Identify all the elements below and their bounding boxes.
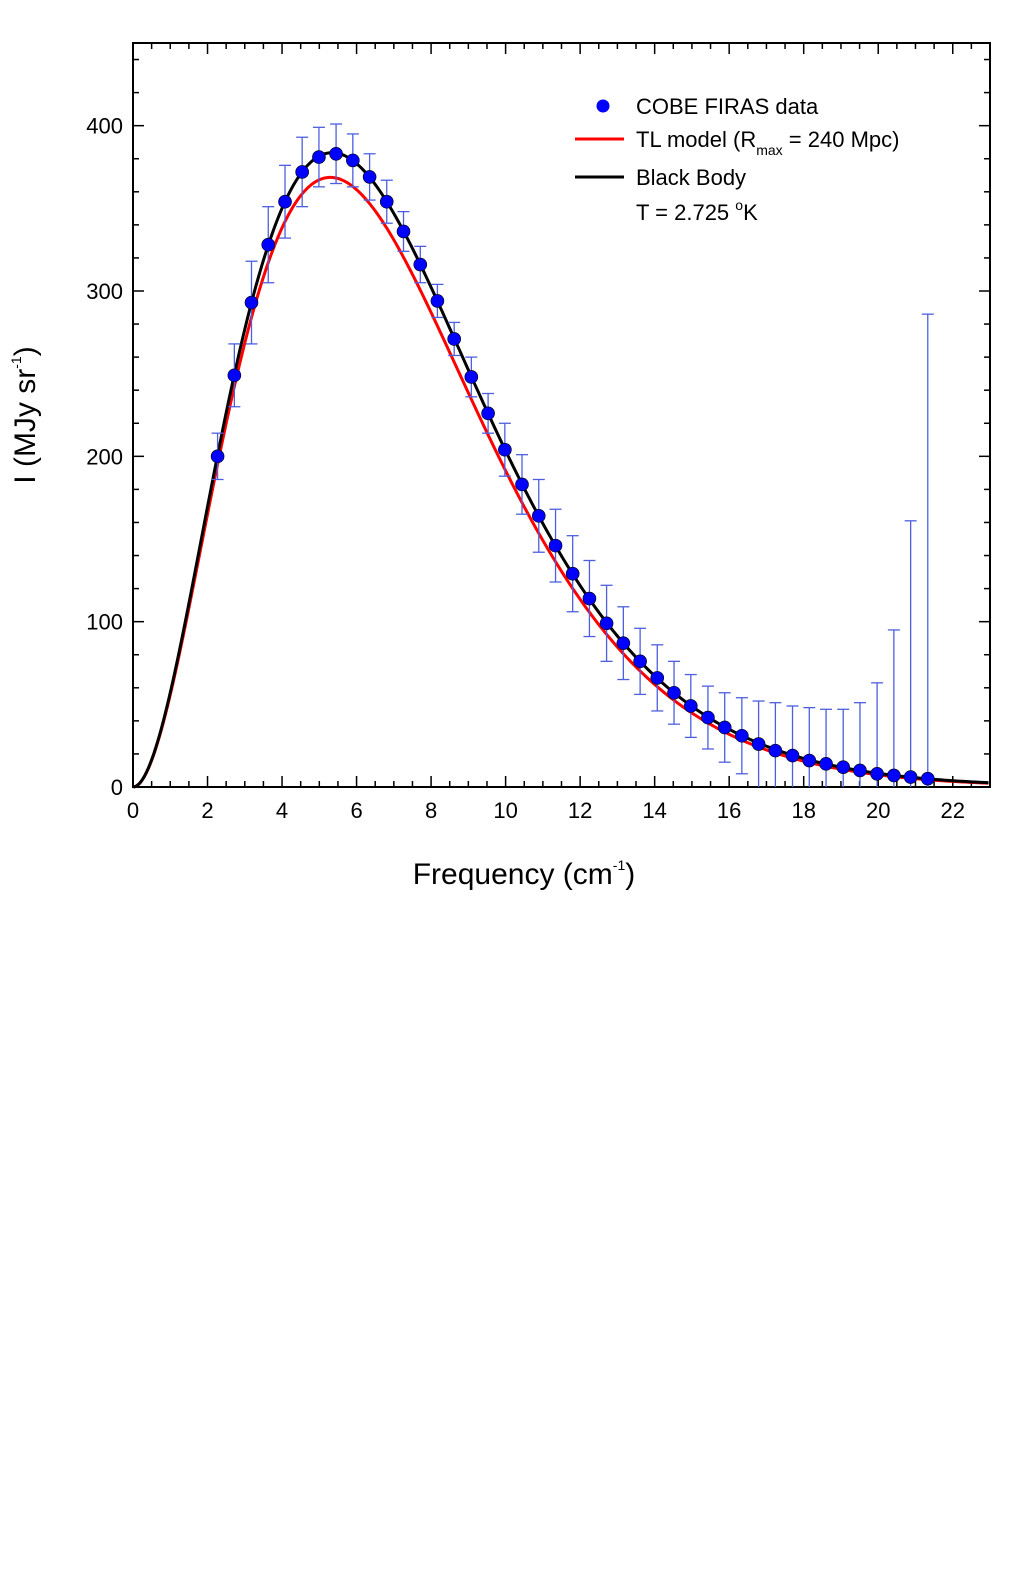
data-point [312,150,326,164]
legend-temperature-label: T = 2.725 oK [636,197,758,225]
data-point [210,449,225,464]
y-axis-title: I (MJy sr-1) [8,346,42,483]
data-point [870,766,884,781]
data-point [582,591,597,606]
data-point [379,194,394,209]
data-point [278,194,292,209]
data-points [210,146,935,786]
data-point [430,294,445,308]
black-body-curve [133,151,989,789]
x-tick-label: 8 [425,798,437,823]
data-point [413,257,428,272]
data-point [244,295,259,310]
legend-bb-label: Black Body [636,165,746,190]
y-tick-label: 400 [86,114,123,139]
error-bars [211,123,934,787]
data-point [531,509,546,523]
data-point [565,566,580,581]
data-point [701,710,715,725]
data-point [802,753,817,768]
y-tick-label: 100 [86,610,123,635]
data-point [650,671,665,685]
data-point [836,760,850,774]
data-point [464,370,479,384]
data-point [633,654,647,669]
legend: COBE FIRAS data TL model (Rmax = 240 Mpc… [575,94,899,225]
data-point [329,146,343,161]
data-point [599,616,614,631]
x-tick-label: 4 [276,798,288,823]
x-axis-title: Frequency (cm-1) [413,857,636,891]
data-point [616,636,631,650]
x-tick-label: 0 [127,798,139,823]
data-point [515,477,529,492]
legend-data-marker [596,99,610,113]
data-point [717,720,732,735]
data-point [295,165,309,179]
data-point [683,699,698,713]
data-point [227,368,242,383]
x-tick-label: 22 [940,798,964,823]
data-point [667,685,681,700]
data-point [261,237,276,252]
x-tick-label: 6 [350,798,362,823]
x-tick-label: 14 [642,798,666,823]
y-tick-labels: 0 100 200 300 400 [86,114,123,800]
data-point [887,768,901,783]
x-tick-label: 18 [791,798,815,823]
data-point [447,332,461,346]
data-point [362,170,377,184]
data-point [785,748,800,763]
plot-frame [132,42,991,788]
x-tick-label: 20 [866,798,890,823]
data-point [768,743,783,758]
data-point [548,538,563,553]
y-tick-label: 300 [86,279,123,304]
x-tick-labels: 0 2 4 6 8 10 12 14 16 18 20 22 [127,798,965,823]
x-tick-label: 2 [201,798,213,823]
x-tick-label: 12 [568,798,592,823]
data-point [819,757,833,771]
data-point [920,771,935,786]
x-tick-label: 10 [493,798,517,823]
axis-ticks [132,43,991,788]
data-point [751,737,766,751]
legend-data-label: COBE FIRAS data [636,94,819,119]
data-point [853,763,867,778]
legend-tl-label: TL model (Rmax = 240 Mpc) [636,127,899,158]
x-tick-label: 16 [717,798,741,823]
data-point [903,770,918,784]
data-point [498,442,512,457]
y-tick-label: 200 [86,444,123,469]
data-point [346,153,360,168]
curves [133,151,989,789]
y-tick-label: 0 [111,775,123,800]
data-point [735,728,749,743]
data-point [396,224,411,239]
data-point [481,406,495,421]
